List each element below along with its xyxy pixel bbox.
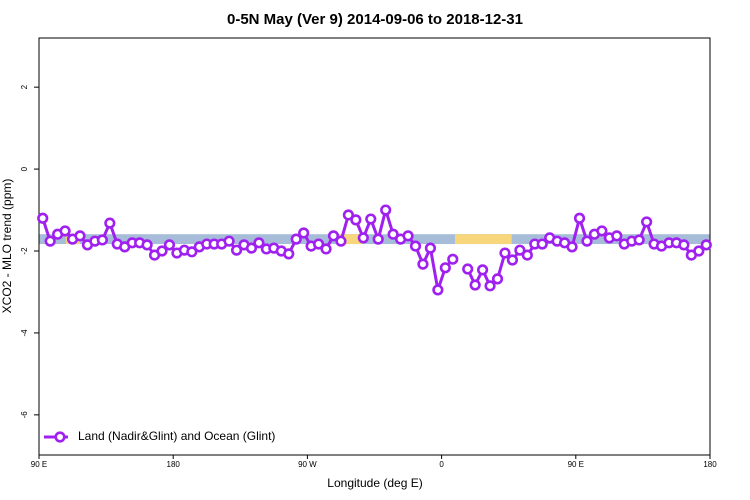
point <box>462 263 474 275</box>
legend-marker <box>54 431 66 443</box>
x-tick-label: 180 <box>703 460 717 469</box>
point <box>596 225 608 237</box>
point <box>357 232 369 244</box>
point <box>641 216 653 228</box>
x-tick-label: 0 <box>439 460 444 469</box>
point <box>700 239 712 251</box>
x-tick-label: 180 <box>167 460 181 469</box>
point <box>521 249 533 261</box>
point <box>342 209 355 221</box>
point <box>491 273 504 285</box>
x-tick-label: 90 E <box>568 460 584 469</box>
point <box>469 279 481 291</box>
y-tick-label: -2 <box>20 247 29 255</box>
point <box>678 239 690 251</box>
point <box>290 233 302 245</box>
point <box>335 235 347 247</box>
y-tick-label: -4 <box>20 329 29 337</box>
point <box>477 264 489 276</box>
point <box>350 214 362 226</box>
y-tick-label: -6 <box>20 411 29 419</box>
point <box>96 234 108 246</box>
point <box>141 239 153 251</box>
chart-title: 0-5N May (Ver 9) 2014-09-06 to 2018-12-3… <box>227 11 523 28</box>
point <box>566 241 578 253</box>
point <box>186 246 198 258</box>
point <box>402 230 414 242</box>
point <box>573 212 586 224</box>
point <box>365 213 377 225</box>
point <box>156 245 168 257</box>
point <box>693 245 705 257</box>
point <box>312 238 325 250</box>
y-axis-label: XCO2 - MLO trend (ppm) <box>0 179 14 314</box>
point <box>409 240 422 252</box>
point <box>387 228 399 240</box>
point <box>447 253 459 265</box>
point <box>245 242 258 254</box>
point <box>506 254 519 266</box>
point <box>424 242 437 254</box>
point <box>499 247 511 259</box>
legend-label: Land (Nadir&Glint) and Ocean (Glint) <box>78 429 275 443</box>
point <box>514 244 526 256</box>
point <box>298 227 310 239</box>
x-tick-label: 90 E <box>31 460 47 469</box>
point <box>283 248 295 260</box>
band-segment <box>340 234 363 245</box>
point <box>417 258 429 270</box>
point <box>380 204 392 216</box>
x-tick-label: 90 W <box>298 460 317 469</box>
point <box>104 217 116 229</box>
point <box>633 234 645 246</box>
point <box>59 225 71 237</box>
y-tick-label: 0 <box>20 166 29 171</box>
y-tick-label: 2 <box>20 84 29 89</box>
point <box>327 230 340 242</box>
point <box>44 235 56 247</box>
point <box>163 239 176 251</box>
point <box>74 230 86 242</box>
point <box>223 235 235 247</box>
point <box>37 212 49 224</box>
point <box>320 243 332 255</box>
point <box>611 230 623 242</box>
x-axis-label: Longitude (deg E) <box>327 476 422 490</box>
band-segment <box>455 234 512 245</box>
point <box>484 280 496 292</box>
point <box>536 238 548 250</box>
point <box>439 262 451 274</box>
point <box>253 237 265 249</box>
point <box>372 233 384 245</box>
point <box>581 235 593 247</box>
point <box>230 244 243 256</box>
point <box>432 284 444 296</box>
